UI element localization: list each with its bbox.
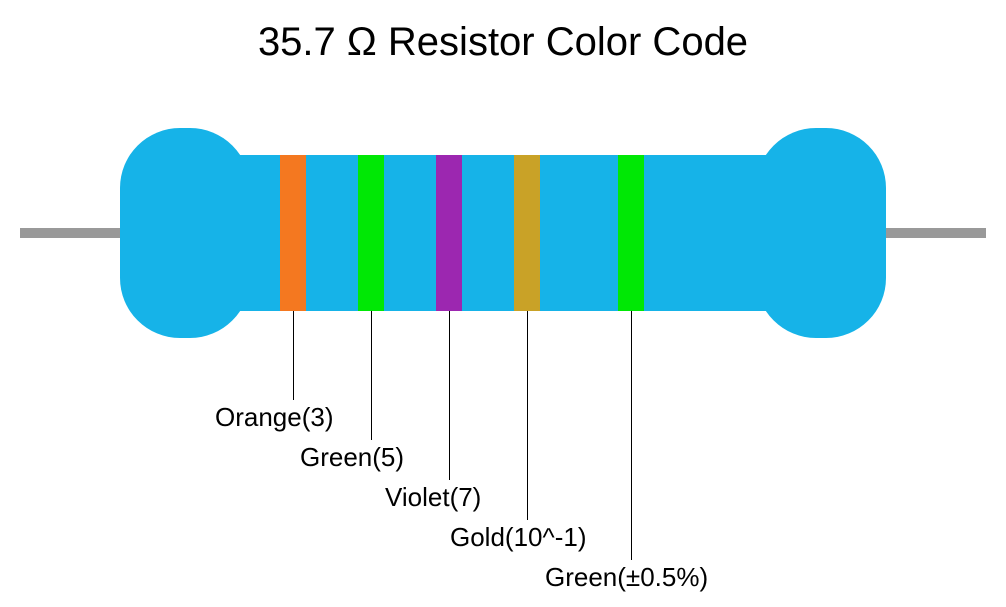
band-5-line xyxy=(631,311,632,560)
page-title: 35.7 Ω Resistor Color Code xyxy=(0,20,1006,65)
band-1 xyxy=(280,155,306,311)
band-3-label: Violet(7) xyxy=(385,482,481,513)
band-1-label: Orange(3) xyxy=(215,402,334,433)
band-4 xyxy=(514,155,540,311)
band-4-label: Gold(10^-1) xyxy=(450,522,586,553)
band-5-label: Green(±0.5%) xyxy=(545,562,708,593)
band-5 xyxy=(618,155,644,311)
band-1-line xyxy=(293,311,294,400)
band-2-label: Green(5) xyxy=(300,442,404,473)
band-2-line xyxy=(371,311,372,440)
band-3-line xyxy=(449,311,450,480)
resistor-diagram xyxy=(0,100,1006,360)
band-2 xyxy=(358,155,384,311)
band-3 xyxy=(436,155,462,311)
band-4-line xyxy=(527,311,528,520)
